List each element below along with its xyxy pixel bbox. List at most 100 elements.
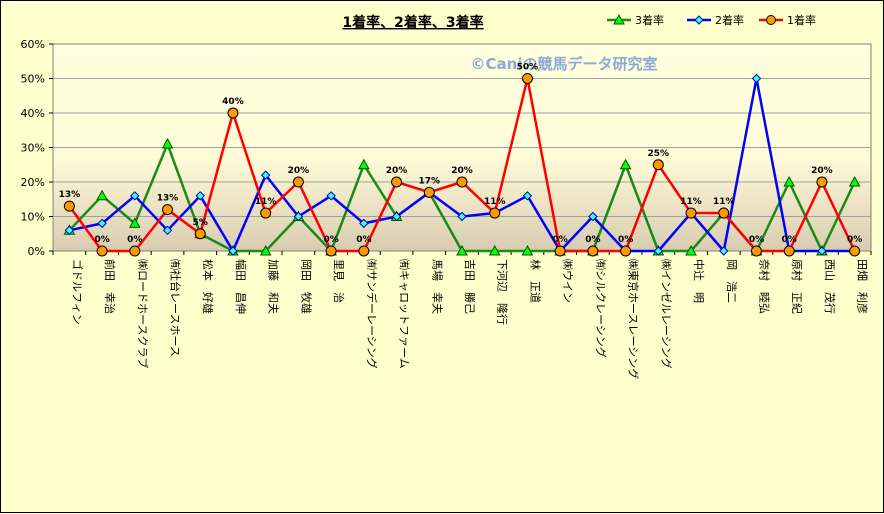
data-label: 5%	[193, 218, 208, 228]
data-point	[750, 245, 762, 257]
data-point	[456, 176, 468, 188]
data-point	[391, 176, 403, 188]
x-tick-label: 林 正道	[528, 259, 542, 303]
data-point	[64, 225, 75, 236]
x-tick-label: ゴドルフィン	[70, 259, 84, 325]
data-point	[554, 245, 566, 257]
data-point	[783, 245, 795, 257]
data-point	[489, 207, 501, 219]
legend: 3着率 2着率 1着率	[607, 13, 816, 27]
x-tick-label: ㈱ロードホースクラブ	[136, 259, 150, 368]
x-tick-label: 幅田 昌伸	[234, 259, 247, 314]
data-point	[325, 245, 337, 257]
data-point	[423, 186, 435, 198]
data-point	[96, 189, 108, 201]
data-label: 0%	[749, 235, 764, 245]
data-point	[194, 228, 206, 240]
data-point	[587, 245, 599, 257]
data-point	[521, 73, 533, 84]
data-label: 20%	[288, 166, 310, 176]
data-label: 0%	[323, 235, 338, 245]
data-point	[817, 246, 827, 256]
data-point	[488, 244, 501, 256]
legend-label: 1着率	[787, 13, 816, 27]
legend-marker	[766, 15, 776, 25]
x-tick-label: 岡田 牧雄	[299, 259, 313, 314]
data-point	[391, 211, 402, 222]
series-layer	[63, 73, 861, 257]
y-tick-label: 40%	[21, 107, 45, 120]
x-tick-label: ㈲社台レースホース	[169, 259, 183, 357]
data-point	[620, 245, 632, 257]
y-tick-label: 30%	[21, 142, 45, 155]
y-tick-label: 10%	[21, 211, 45, 224]
x-tick-label: 下河辺 隆行	[496, 259, 510, 325]
data-point	[161, 138, 174, 149]
data-point	[195, 191, 205, 201]
data-label: 0%	[94, 235, 109, 245]
data-point	[685, 207, 697, 219]
data-point	[96, 245, 108, 257]
data-point	[849, 245, 861, 257]
data-point	[718, 207, 730, 219]
data-point	[357, 158, 370, 170]
legend-label: 2着率	[715, 13, 744, 27]
data-point	[816, 176, 828, 188]
data-point	[751, 73, 762, 84]
data-point	[228, 246, 238, 256]
data-point	[128, 217, 141, 228]
data-label: 13%	[157, 194, 179, 204]
data-label: 0%	[553, 235, 568, 245]
data-point	[97, 218, 107, 229]
data-point	[652, 159, 664, 171]
legend-marker	[694, 15, 704, 25]
data-label: 11%	[255, 197, 277, 207]
data-point	[227, 107, 239, 119]
data-label: 0%	[847, 235, 862, 245]
data-point	[457, 211, 467, 222]
y-tick-label: 50%	[21, 73, 45, 86]
x-tick-label: ㈲キャロットファーム	[398, 259, 411, 369]
data-label: 25%	[648, 149, 670, 159]
data-point	[162, 225, 173, 236]
data-point	[653, 246, 664, 256]
data-point	[63, 200, 75, 212]
x-axis: ゴドルフィン 前田 幸治 ㈱ロードホースクラブ ㈲社台レースホース 松本 好雄 幅田 昌伸…	[52, 251, 872, 379]
data-label: 0%	[585, 235, 600, 245]
data-point	[260, 207, 272, 219]
data-point	[848, 175, 861, 187]
x-tick-label: ㈱東京ホースレーシング	[627, 259, 641, 379]
data-point	[359, 218, 369, 229]
data-label: 20%	[386, 166, 408, 176]
data-label: 20%	[811, 166, 833, 176]
data-label: 50%	[517, 63, 539, 73]
x-tick-label: ㈲シルクレーシング	[594, 259, 608, 358]
chart-title: 1着率、2着率、3着率	[342, 14, 483, 31]
x-tick-label: ㈱ウイン	[561, 259, 574, 303]
y-axis: 0% 10% 20% 30% 40% 50% 60%	[21, 38, 53, 258]
x-tick-label: 中辻 明	[692, 259, 706, 303]
data-label: 0%	[782, 235, 797, 245]
data-label: 13%	[59, 190, 81, 200]
data-point	[783, 175, 796, 187]
data-label: 17%	[419, 176, 441, 186]
x-tick-label: 前田 幸治	[103, 259, 117, 314]
data-point	[130, 191, 140, 201]
data-point	[456, 244, 468, 256]
x-tick-label: 奈村 睦弘	[757, 259, 771, 314]
data-label: 11%	[484, 197, 506, 207]
data-label: 11%	[713, 197, 735, 207]
data-label: 0%	[356, 235, 371, 245]
data-label: 20%	[451, 166, 473, 176]
data-point	[259, 244, 272, 256]
x-tick-label: 西山 茂行	[823, 259, 837, 314]
y-tick-label: 0%	[28, 245, 45, 258]
y-tick-label: 20%	[21, 176, 45, 189]
x-tick-label: 馬場 幸夫	[430, 259, 443, 314]
data-point	[292, 176, 304, 188]
data-point	[588, 211, 598, 222]
data-point	[521, 244, 534, 256]
data-labels: 13% 0% 0% 13% 5% 40% 11% 20% 0% 0% 20% 17% 20% 11% 50%…	[59, 63, 863, 246]
